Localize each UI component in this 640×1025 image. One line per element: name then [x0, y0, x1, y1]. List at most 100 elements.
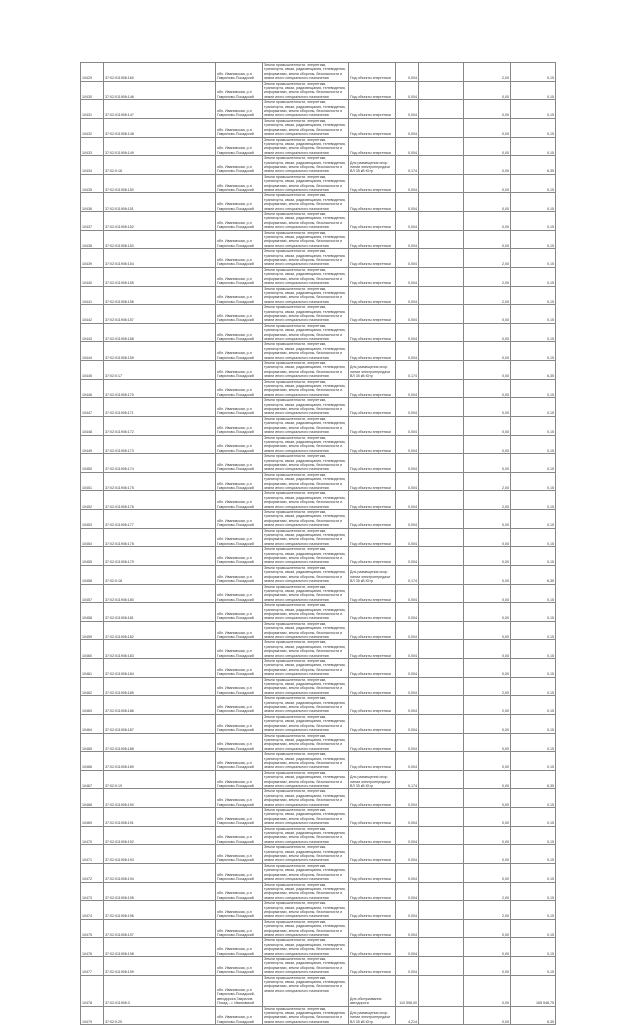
cadastral-number: 37:02:011906:170 [103, 378, 216, 399]
address: обл. Ивановская, р-н Гаврилово-Посадский [215, 695, 263, 715]
empty [418, 676, 464, 697]
permitted-use: Под объекты энергетики [348, 117, 396, 138]
address: обл. Ивановская, р-н Гаврилово-Посадский [215, 80, 263, 101]
land-category: Земли промышленности, энергетики, трансп… [262, 397, 349, 417]
address: обл. Ивановская, р-н Гаврилово-Посадский [215, 658, 263, 678]
area: 0,004 [395, 602, 419, 622]
plot-id: 10453 [80, 509, 104, 529]
address: обл. Ивановская, р-н Гаврилово-Посадский [215, 956, 263, 976]
empty [418, 974, 464, 1007]
empty [418, 602, 464, 622]
empty [418, 434, 464, 455]
address: обл. Ивановская, р-н Гаврилово-Посадский [215, 415, 263, 436]
plot-id: 10448 [80, 415, 104, 436]
plot-id: 10468 [80, 788, 104, 808]
value-a: 0,00 [463, 583, 511, 604]
cadastral-number: 37:02:011906:172 [103, 415, 216, 436]
area: 0,004 [395, 509, 419, 529]
empty [418, 695, 464, 715]
permitted-use: Под объекты энергетики [348, 676, 396, 697]
permitted-use: Под объекты энергетики [348, 229, 396, 250]
address: обл. Ивановская, р-н Гаврилово-Посадский [215, 341, 263, 361]
permitted-use: Под объекты энергетики [348, 732, 396, 753]
table-row: 10436 37:02:011906:151 обл. Ивановская, р-… [80, 192, 556, 212]
value-a: 0,00 [463, 229, 511, 250]
value-a: 0,00 [463, 304, 511, 324]
land-category: Земли промышленности, энергетики, трансп… [262, 360, 349, 380]
land-category: Земли промышленности, энергетики, трансп… [262, 862, 349, 883]
address: обл. Ивановская, р-н Гаврилово-Посадский [215, 192, 263, 212]
value-a: 0,00 [463, 788, 511, 808]
plot-id: 10460 [80, 639, 104, 659]
land-category: Земли промышленности, энергетики, трансп… [262, 509, 349, 529]
value-a: 0,00 [463, 117, 511, 138]
area: 0,004 [395, 937, 419, 957]
value-a: 0,00 [463, 99, 511, 119]
land-category: Земли промышленности, энергетики, трансп… [262, 881, 349, 902]
land-category: Земли промышленности, энергетики, трансп… [262, 490, 349, 510]
plot-id: 10436 [80, 192, 104, 212]
table-row: 10445 37:02:0:17 обл. Ивановская, р-н Гавр… [80, 360, 556, 380]
value-a: 2,00 [463, 266, 511, 287]
area: 0,004 [395, 434, 419, 455]
value-b: 0,15 [510, 471, 556, 492]
empty [418, 80, 464, 101]
plot-id: 10477 [80, 956, 104, 976]
empty [418, 546, 464, 566]
value-b: 0,15 [510, 676, 556, 697]
plot-id: 10456 [80, 564, 104, 585]
land-category: Земли промышленности, энергетики, трансп… [262, 229, 349, 250]
address: обл. Ивановская, р-н Гаврилово-Посадский [215, 322, 263, 343]
permitted-use: Под объекты энергетики [348, 862, 396, 883]
value-b: 0,15 [510, 788, 556, 808]
value-b: 0,15 [510, 229, 556, 250]
cadastral-number: 37:02:011906:178 [103, 527, 216, 548]
area: 0,004 [395, 397, 419, 417]
cadastral-number: 37:02:011906:182 [103, 620, 216, 641]
area: 4,214 [395, 1005, 419, 1025]
address: обл. Ивановская, р-н Гаврилово-Посадский [215, 248, 263, 268]
plot-id: 10471 [80, 844, 104, 864]
area: 0,004 [395, 825, 419, 846]
value-b: 0,15 [510, 807, 556, 827]
area: 0,174 [395, 564, 419, 585]
land-category: Земли промышленности, энергетики, трансп… [262, 676, 349, 697]
land-category: Земли промышленности, энергетики, трансп… [262, 415, 349, 436]
value-a: 0,00 [463, 658, 511, 678]
area: 0,004 [395, 136, 419, 157]
area: 0,004 [395, 788, 419, 808]
plot-id: 10459 [80, 620, 104, 641]
plot-id: 10465 [80, 732, 104, 753]
land-category: Земли промышленности, энергетики, трансп… [262, 769, 349, 790]
address: обл. Ивановская, р-н Гаврилово-Посадский [215, 285, 263, 306]
value-b: 0,15 [510, 490, 556, 510]
empty [418, 713, 464, 734]
table-row: 10461 37:02:011906:184 обл. Ивановская, р-… [80, 658, 556, 678]
table-row: 10450 37:02:011906:174 обл. Ивановская, р-… [80, 453, 556, 473]
address: обл. Ивановская, р-н Гаврилово-Посадский [215, 490, 263, 510]
land-category: Земли промышленности, энергетики, трансп… [262, 192, 349, 212]
value-a: 0,00 [463, 956, 511, 976]
value-b: 0,15 [510, 658, 556, 678]
area: 0,004 [395, 639, 419, 659]
table-row: 10466 37:02:011906:189 обл. Ивановская, р-… [80, 751, 556, 771]
empty [418, 583, 464, 604]
land-category: Земли промышленности, энергетики, трансп… [262, 695, 349, 715]
value-a: 2,00 [463, 881, 511, 902]
plot-id: 10457 [80, 583, 104, 604]
plot-id: 10458 [80, 602, 104, 622]
value-a: 0,00 [463, 434, 511, 455]
area: 0,004 [395, 658, 419, 678]
value-b: 0,15 [510, 397, 556, 417]
value-a: 0,00 [463, 211, 511, 231]
table-row: 10472 37:02:011906:194 обл. Ивановская, р-… [80, 862, 556, 883]
value-a: 0,00 [463, 1005, 511, 1025]
area: 0,004 [395, 918, 419, 939]
permitted-use: Под объекты энергетики [348, 453, 396, 473]
value-b: 0,15 [510, 341, 556, 361]
permitted-use: Под объекты энергетики [348, 304, 396, 324]
value-a: 0,00 [463, 639, 511, 659]
area: 0,004 [395, 99, 419, 119]
address: обл. Ивановская, р-н Гаврилово-Посадский [215, 937, 263, 957]
value-b: 0,15 [510, 285, 556, 306]
